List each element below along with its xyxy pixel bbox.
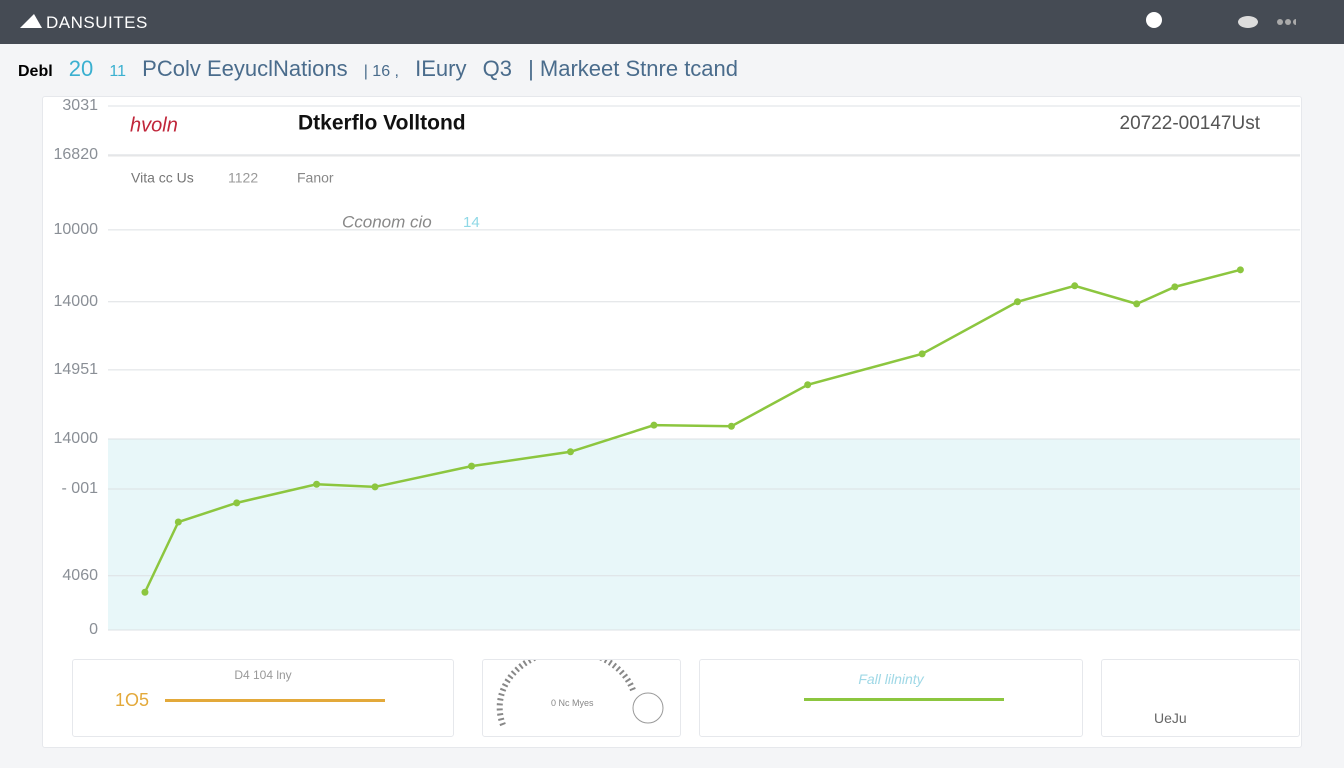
point xyxy=(727,422,735,430)
y-tick-label: 10000 xyxy=(54,221,99,238)
point xyxy=(141,588,149,596)
search-icon[interactable] xyxy=(1143,9,1167,33)
y-tick-label: 16820 xyxy=(54,146,99,163)
crumb: PColv EeyuclNations xyxy=(142,56,348,81)
annotation: Cconom cio xyxy=(342,212,432,231)
point xyxy=(1071,282,1079,290)
gauge xyxy=(496,660,664,727)
point xyxy=(918,350,926,358)
point xyxy=(174,518,182,526)
y-tick-label: 14951 xyxy=(54,361,99,378)
progress-bar xyxy=(165,699,385,702)
y-tick-label: 14000 xyxy=(54,430,99,447)
point xyxy=(1171,283,1179,291)
card[interactable]: UeJu xyxy=(1101,659,1300,737)
meta: Vita cc Us xyxy=(131,170,194,186)
menu-icons[interactable] xyxy=(1236,12,1296,32)
breadcrumb: Debl 20 11 PColv EeyuclNations | 16 , IE… xyxy=(18,56,748,82)
card[interactable]: D4 104 lny 1O5 xyxy=(72,659,454,737)
annotation-value: 14 xyxy=(463,214,480,231)
crumb: 20 xyxy=(68,56,94,81)
card-label: 0 Nc Myes xyxy=(551,698,594,708)
y-tick-label: - 001 xyxy=(62,480,99,497)
crumb: | 16 , xyxy=(363,63,399,80)
logo xyxy=(20,14,42,28)
point xyxy=(650,421,658,429)
meta: Fanor xyxy=(297,170,334,186)
crumb: Q3 xyxy=(482,56,512,81)
y-tick-label: 3031 xyxy=(62,97,98,114)
y-tick-label: 0 xyxy=(89,621,98,638)
point xyxy=(1236,266,1244,274)
point xyxy=(1013,298,1021,306)
point xyxy=(804,381,812,389)
point xyxy=(468,462,476,470)
crumb: Debl xyxy=(18,63,53,80)
point xyxy=(371,483,379,491)
brand: DANSUITES xyxy=(46,13,148,32)
point xyxy=(566,448,574,456)
point xyxy=(233,499,241,507)
crumb: 11 xyxy=(109,63,127,80)
crumb: IEury xyxy=(415,56,467,81)
area-band xyxy=(108,439,1300,630)
line xyxy=(143,268,1241,593)
card-label: D4 104 lny xyxy=(234,668,292,682)
crumb: | Markeet Stnre tcand xyxy=(528,56,739,81)
panel-title: Dtkerflo Volltond xyxy=(298,112,466,135)
progress-bar xyxy=(804,698,1004,701)
card-label: Fall lilninty xyxy=(858,671,924,687)
panel-date: 20722-00147Ust xyxy=(1120,113,1261,134)
card[interactable]: Fall lilninty xyxy=(699,659,1083,737)
card-label: UeJu xyxy=(1154,710,1187,726)
card[interactable]: 0 Nc Myes xyxy=(482,659,681,737)
point xyxy=(313,480,321,488)
y-tick-label: 14000 xyxy=(54,293,99,310)
badge: hvoln xyxy=(130,114,178,136)
card-value: 1O5 xyxy=(115,690,150,710)
top-bar: DANSUITES xyxy=(0,0,1344,44)
y-tick-label: 4060 xyxy=(62,567,98,584)
point xyxy=(1133,300,1141,308)
meta: 1122 xyxy=(228,170,258,186)
